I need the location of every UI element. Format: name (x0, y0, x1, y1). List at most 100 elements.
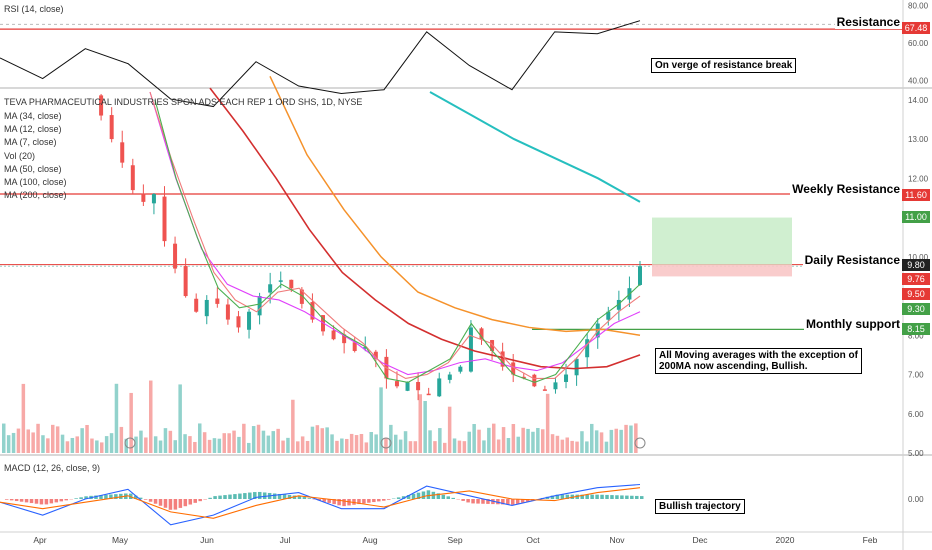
volume-bar (266, 435, 271, 453)
daily-resistance-label: Daily Resistance (802, 253, 902, 267)
macd-histogram-bar (114, 494, 118, 499)
macd-histogram-bar (208, 497, 212, 499)
rsi-note: On verge of resistance break (651, 58, 797, 73)
main-title: TEVA PHARMACEUTICAL INDUSTRIES SPON ADS … (4, 97, 363, 107)
volume-bar (256, 424, 261, 453)
ma200-line (429, 91, 641, 203)
candle-body (342, 334, 347, 344)
macd-histogram-bar (352, 499, 356, 505)
candle-body (447, 374, 452, 380)
candle-body (278, 280, 283, 282)
volume-bar (541, 429, 545, 453)
macd-histogram-bar (441, 494, 446, 499)
candle-body (194, 298, 199, 312)
volume-bar (178, 384, 182, 453)
macd-signal-line (0, 487, 641, 519)
volume-bar (447, 406, 452, 453)
candle-body (183, 266, 188, 297)
volume-bar (60, 434, 65, 453)
macd-histogram-bar (461, 499, 465, 501)
volume-bar (580, 431, 584, 453)
volume-bar (109, 433, 114, 453)
rsi-tick-label: 60.00 (908, 39, 929, 48)
price-tick-label: 14.00 (908, 96, 929, 105)
macd-histogram-bar (496, 499, 500, 505)
macd-histogram-bar (520, 499, 525, 503)
macd-histogram-bar (327, 499, 331, 503)
macd-histogram-bar (64, 499, 68, 501)
legend-item: MA (50, close) (4, 163, 62, 174)
ma-legend: MA (34, close) MA (12, close) MA (7, close… (4, 110, 67, 202)
candle-body (564, 374, 569, 382)
macd-histogram-bar (486, 499, 490, 504)
macd-histogram-bar (471, 499, 475, 504)
macd-histogram-bar (550, 495, 555, 499)
macd-histogram-bar (297, 495, 302, 499)
macd-histogram-bar (481, 499, 485, 504)
macd-histogram-bar (79, 497, 83, 499)
candle-body (606, 311, 611, 320)
macd-histogram-bar (372, 499, 376, 503)
macd-note: Bullish trajectory (655, 499, 745, 514)
x-tick-label: May (112, 535, 129, 545)
volume-bar (114, 383, 119, 453)
monthly-support-label: Monthly support (804, 317, 902, 331)
volume-bar (482, 440, 486, 453)
candle-body (479, 328, 484, 340)
volume-bar (511, 424, 516, 453)
macd-histogram-bar (615, 495, 619, 499)
volume-bar (428, 430, 432, 453)
macd-histogram-bar (362, 499, 366, 504)
candle-body (416, 382, 421, 391)
macd-histogram-bar (9, 499, 14, 501)
volume-bar (139, 430, 143, 453)
candle-body (130, 165, 135, 191)
candle-body (490, 340, 495, 351)
volume-bar (237, 436, 241, 453)
x-tick-label: Oct (526, 535, 540, 545)
macd-histogram-bar (104, 494, 108, 499)
volume-bar (296, 441, 300, 453)
macd-histogram-bar (386, 499, 391, 500)
macd-histogram-bar (630, 495, 634, 499)
macd-histogram-bar (94, 495, 98, 499)
macd-histogram-bar (466, 499, 470, 503)
volume-bar (364, 442, 369, 453)
volume-bar (90, 438, 94, 453)
volume-bar (359, 433, 364, 453)
macd-histogram-bar (133, 495, 138, 499)
volume-bar (565, 437, 569, 453)
volume-bar (305, 440, 310, 453)
volume-bar (291, 399, 295, 453)
volume-bar (183, 434, 187, 453)
legend-item: Vol (20) (4, 150, 36, 161)
volume-bar (536, 427, 540, 453)
volume-bar (408, 441, 413, 453)
macd-histogram-bar (332, 499, 336, 505)
volume-bar (271, 431, 275, 453)
candle-body (225, 304, 230, 320)
macd-histogram-bar (342, 499, 346, 507)
volume-bar (6, 435, 11, 453)
volume-bar (119, 426, 124, 453)
macd-histogram-bar (163, 499, 168, 508)
volume-bar (75, 436, 79, 453)
volume-bar (158, 440, 163, 453)
volume-bar (153, 436, 158, 453)
candle-body (257, 296, 262, 316)
macd-histogram-bar (322, 499, 326, 502)
macd-histogram-bar (34, 499, 39, 504)
volume-bar (599, 432, 604, 453)
volume-bar (403, 431, 408, 453)
macd-histogram-bar (337, 499, 341, 506)
last-price-tag: 9.76 (902, 273, 930, 285)
macd-histogram-bar (501, 499, 505, 505)
volume-bar (193, 441, 197, 453)
volume-bar (168, 430, 173, 453)
legend-item: MA (12, close) (4, 124, 62, 135)
volume-bar (85, 424, 89, 453)
macd-histogram-bar (188, 499, 193, 505)
legend-item: MA (100, close) (4, 177, 67, 188)
macd-histogram-bar (4, 499, 9, 500)
candle-body (553, 382, 558, 390)
